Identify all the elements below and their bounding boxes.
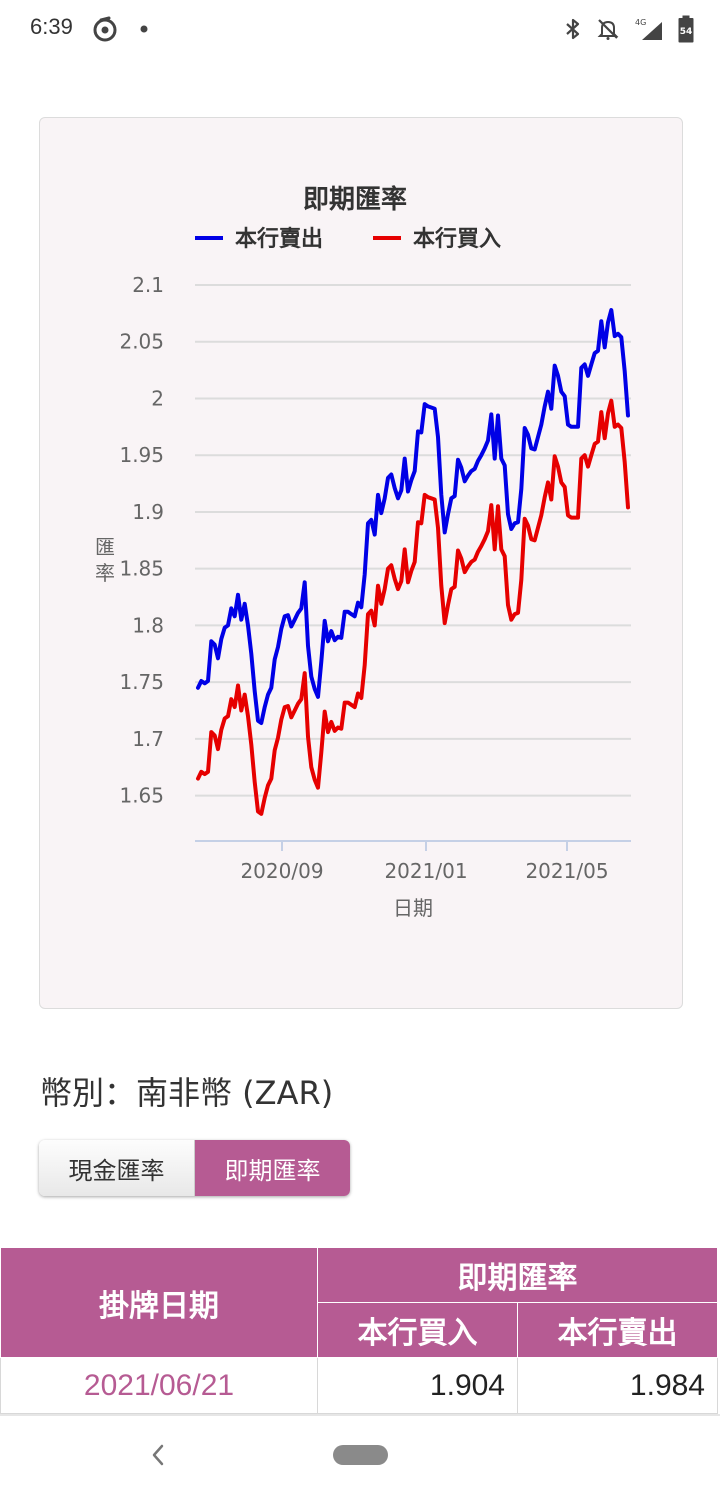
status-time: 6:39	[30, 14, 73, 39]
y-tick-1: 1.7	[132, 727, 164, 751]
signal-icon: 4G	[635, 18, 662, 40]
battery-icon: 54	[678, 15, 694, 43]
legend-label-0[interactable]: 本行賣出	[235, 226, 323, 252]
y-tick-5: 1.9	[132, 500, 164, 524]
exchange-rate-chart: 即期匯率 本行賣出 本行買入 1.65 1.7 1.75 1.8 1.85 1.9 1.95 2…	[95, 184, 631, 920]
home-pill-button[interactable]	[333, 1445, 388, 1465]
network-type-label: 4G	[635, 18, 646, 27]
y-tick-3: 1.8	[132, 613, 164, 637]
row-sell-rate: 1.984	[517, 1357, 718, 1414]
y-tick-0: 1.65	[119, 784, 164, 808]
date-column-header: 掛牌日期	[0, 1247, 318, 1358]
tab-spot-rate[interactable]: 即期匯率	[195, 1140, 350, 1196]
netease-icon	[93, 16, 117, 42]
y-tick-7: 2	[151, 386, 164, 410]
currency-label: 幣別：南非幣 (ZAR)	[40, 1074, 334, 1112]
tab-cash-rate[interactable]: 現金匯率	[39, 1140, 195, 1196]
bell-off-icon	[597, 19, 619, 40]
series-line-1[interactable]	[196, 398, 630, 816]
x-tick-0: 2020/09	[240, 859, 323, 883]
y-tick-6: 1.95	[119, 443, 164, 467]
y-axis-label: 匯率	[95, 535, 115, 585]
y-tick-4: 1.85	[119, 557, 164, 581]
x-axis-ticks: 2020/09 2021/01 2021/05	[240, 841, 609, 883]
divider	[0, 1414, 720, 1416]
chart-title: 即期匯率	[303, 184, 407, 215]
buy-column-header: 本行買入	[317, 1302, 518, 1358]
y-axis-ticks: 1.65 1.7 1.75 1.8 1.85 1.9 1.95 2 2.05 2.1	[119, 273, 164, 808]
rate-type-toggle: 現金匯率 即期匯率	[39, 1140, 350, 1196]
x-axis-label: 日期	[393, 896, 433, 920]
legend-label-1[interactable]: 本行買入	[413, 226, 501, 252]
row-date-link[interactable]: 2021/06/21	[0, 1357, 318, 1414]
chart-series	[196, 308, 630, 816]
navigation-bar	[0, 1416, 720, 1497]
status-bar: 6:39 4G 54	[0, 0, 720, 60]
x-tick-1: 2021/01	[384, 859, 467, 883]
rate-table: 掛牌日期 即期匯率 本行買入 本行賣出 2021/06/21 1.904 1.9…	[0, 1247, 718, 1414]
series-line-0[interactable]	[196, 308, 630, 725]
chart-legend: 本行賣出 本行買入	[195, 226, 501, 252]
y-tick-9: 2.1	[132, 273, 164, 297]
x-tick-2: 2021/05	[525, 859, 608, 883]
battery-level: 54	[680, 27, 693, 37]
y-tick-2: 1.75	[119, 670, 164, 694]
bluetooth-icon	[566, 18, 580, 40]
chart-card: 即期匯率 本行賣出 本行買入 1.65 1.7 1.75 1.8 1.85 1.9 1.95 2…	[39, 117, 683, 1009]
back-icon[interactable]	[146, 1440, 170, 1470]
table-row: 2021/06/21 1.904 1.984	[0, 1357, 718, 1414]
spot-rate-group-header: 即期匯率	[317, 1247, 718, 1303]
dot-icon	[140, 25, 148, 33]
y-tick-8: 2.05	[119, 330, 164, 354]
row-buy-rate: 1.904	[317, 1357, 518, 1414]
sell-column-header: 本行賣出	[517, 1302, 718, 1358]
